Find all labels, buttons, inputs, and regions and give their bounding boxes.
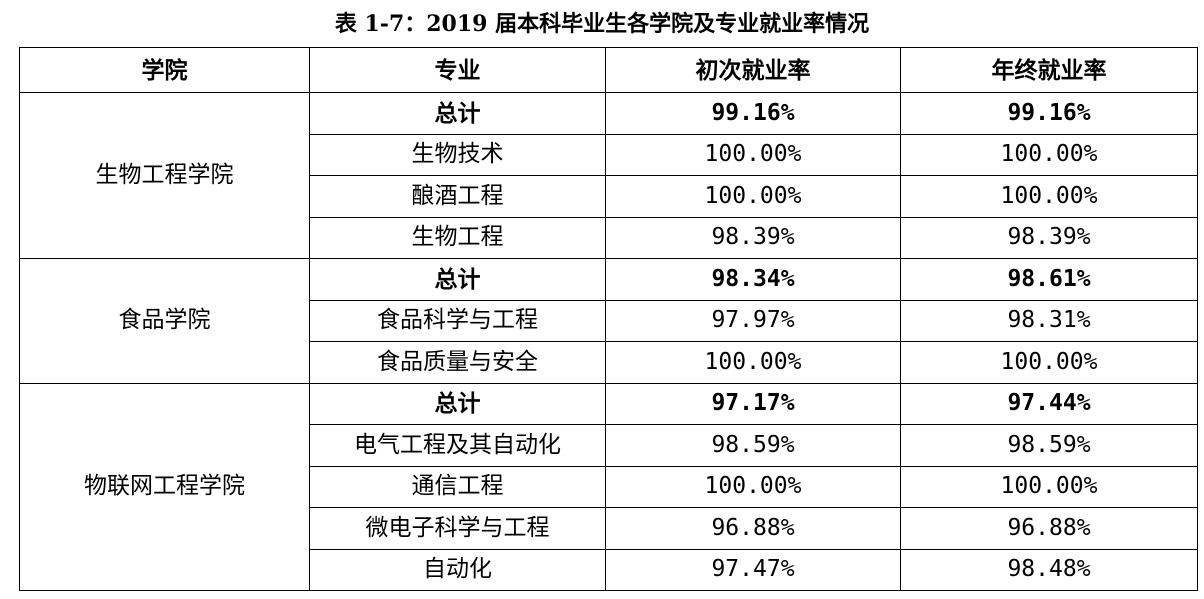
- table-row: 自动化 97.47% 98.48%: [20, 548, 1198, 591]
- header-college: 学院: [19, 47, 310, 93]
- table-row: 生物工程学院 总计 99.16% 99.16%: [19, 92, 1198, 259]
- final-rate-cell: 96.88%: [900, 507, 1198, 550]
- initial-rate-cell: 96.88%: [605, 507, 901, 550]
- major-cell: 电气工程及其自动化: [309, 424, 606, 467]
- table-row: 物联网工程学院 总计 97.17% 97.44%: [19, 382, 1198, 591]
- major-cell: 生物工程: [309, 216, 606, 259]
- major-cell: 总计: [309, 258, 606, 301]
- initial-rate-cell: 98.39%: [605, 216, 901, 259]
- initial-rate-cell: 100.00%: [605, 465, 901, 508]
- header-initial-rate: 初次就业率: [605, 47, 901, 93]
- initial-rate-cell: 100.00%: [605, 133, 901, 176]
- final-rate-cell: 99.16%: [900, 92, 1198, 135]
- final-rate-cell: 98.39%: [900, 216, 1198, 259]
- header-row: 学院 专业 初次就业率 年终就业率: [19, 47, 1198, 93]
- final-rate-cell: 98.31%: [900, 299, 1198, 342]
- final-rate-cell: 97.44%: [900, 382, 1198, 425]
- major-cell: 酿酒工程: [309, 175, 606, 218]
- initial-rate-cell: 98.59%: [605, 424, 901, 467]
- final-rate-cell: 98.59%: [900, 424, 1198, 467]
- final-rate-cell: 100.00%: [900, 465, 1198, 508]
- table-row: 酿酒工程 100.00% 100.00%: [20, 175, 1198, 218]
- final-rate-cell: 100.00%: [900, 175, 1198, 218]
- initial-rate-cell: 97.97%: [605, 299, 901, 342]
- college-cell: 物联网工程学院: [19, 382, 310, 591]
- initial-rate-cell: 100.00%: [605, 341, 901, 384]
- major-cell: 总计: [309, 92, 606, 135]
- major-cell: 通信工程: [309, 465, 606, 508]
- initial-rate-cell: 97.47%: [605, 548, 901, 591]
- table-row: 通信工程 100.00% 100.00%: [20, 465, 1198, 508]
- table-row: 电气工程及其自动化 98.59% 98.59%: [20, 424, 1198, 467]
- header-major: 专业: [309, 47, 606, 93]
- header-final-rate: 年终就业率: [900, 47, 1198, 93]
- final-rate-cell: 98.48%: [900, 548, 1198, 591]
- table-caption: 表 1-7：2019 届本科毕业生各学院及专业就业率情况: [334, 11, 870, 37]
- table-row: 微电子科学与工程 96.88% 96.88%: [20, 507, 1198, 550]
- college-cell: 食品学院: [19, 258, 310, 384]
- table-row: 生物工程 98.39% 98.39%: [20, 216, 1198, 259]
- major-cell: 生物技术: [309, 133, 606, 176]
- major-cell: 食品质量与安全: [309, 341, 606, 384]
- major-cell: 食品科学与工程: [309, 299, 606, 342]
- final-rate-cell: 100.00%: [900, 341, 1198, 384]
- major-cell: 微电子科学与工程: [309, 507, 606, 550]
- final-rate-cell: 98.61%: [900, 258, 1198, 301]
- initial-rate-cell: 99.16%: [605, 92, 901, 135]
- table-row: 食品学院 总计 98.34% 98.61%: [19, 258, 1198, 384]
- initial-rate-cell: 97.17%: [605, 382, 901, 425]
- major-cell: 总计: [309, 382, 606, 425]
- initial-rate-cell: 100.00%: [605, 175, 901, 218]
- table-row: 食品质量与安全 100.00% 100.00%: [20, 341, 1198, 384]
- initial-rate-cell: 98.34%: [605, 258, 901, 301]
- college-cell: 生物工程学院: [19, 92, 310, 259]
- employment-rate-table: 学院 专业 初次就业率 年终就业率 生物工程学院 总计 99.16% 99.16…: [19, 47, 1198, 591]
- table-row: 生物技术 100.00% 100.00%: [20, 133, 1198, 176]
- major-cell: 自动化: [309, 548, 606, 591]
- final-rate-cell: 100.00%: [900, 133, 1198, 176]
- table-row: 食品科学与工程 97.97% 98.31%: [20, 299, 1198, 342]
